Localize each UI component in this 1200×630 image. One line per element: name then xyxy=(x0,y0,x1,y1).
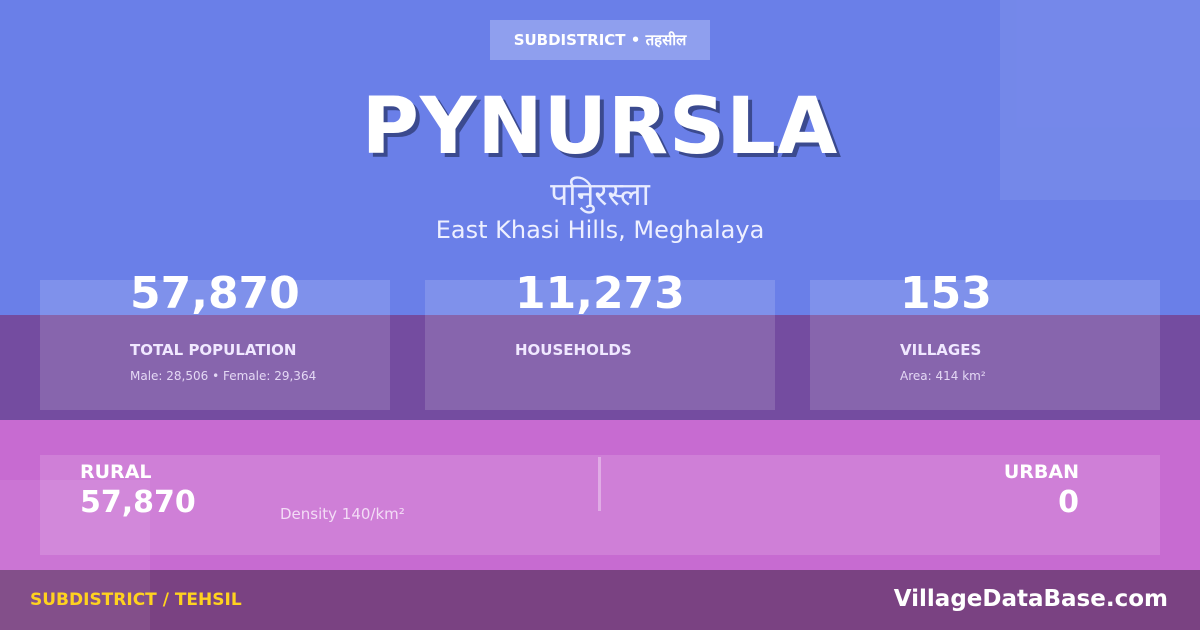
stat-label: VILLAGES xyxy=(900,341,982,359)
urban-value: 0 xyxy=(1058,485,1079,520)
decorative-square xyxy=(1000,0,1200,200)
stat-label: HOUSEHOLDS xyxy=(515,341,632,359)
stat-sub: Area: 414 km² xyxy=(900,369,986,383)
header-background xyxy=(0,0,1200,315)
decorative-square xyxy=(0,480,150,630)
density: Density 140/km² xyxy=(280,505,405,523)
rural-value: 57,870 xyxy=(80,485,196,520)
stat-card-households: 11,273 HOUSEHOLDS xyxy=(425,268,775,410)
rural-urban-band xyxy=(0,420,1200,570)
type-badge: SUBDISTRICT • तहसील xyxy=(490,20,710,60)
site-brand[interactable]: VillageDataBase.com xyxy=(893,586,1168,612)
location: East Khasi Hills, Meghalaya xyxy=(435,216,765,244)
stat-card-villages: 153 VILLAGES Area: 414 km² xyxy=(810,268,1160,410)
stats-band xyxy=(0,315,1200,420)
title-hindi: पनिुरस्ला xyxy=(550,175,650,213)
urban-label: URBAN xyxy=(1003,461,1079,483)
stat-sub: Male: 28,506 • Female: 29,364 xyxy=(130,369,317,383)
divider xyxy=(598,457,601,511)
footer-category: SUBDISTRICT / TEHSIL xyxy=(30,590,242,610)
rural-label: RURAL xyxy=(80,461,152,483)
rural-urban-card xyxy=(40,455,1160,555)
stat-value: 57,870 xyxy=(130,268,300,319)
stat-label: TOTAL POPULATION xyxy=(130,341,297,359)
stat-value: 153 xyxy=(900,268,992,319)
page-title: PYNURSLA xyxy=(361,82,839,172)
stat-card-population: 57,870 TOTAL POPULATION Male: 28,506 • F… xyxy=(40,268,390,410)
stat-value: 11,273 xyxy=(515,268,685,319)
footer xyxy=(0,570,1200,630)
